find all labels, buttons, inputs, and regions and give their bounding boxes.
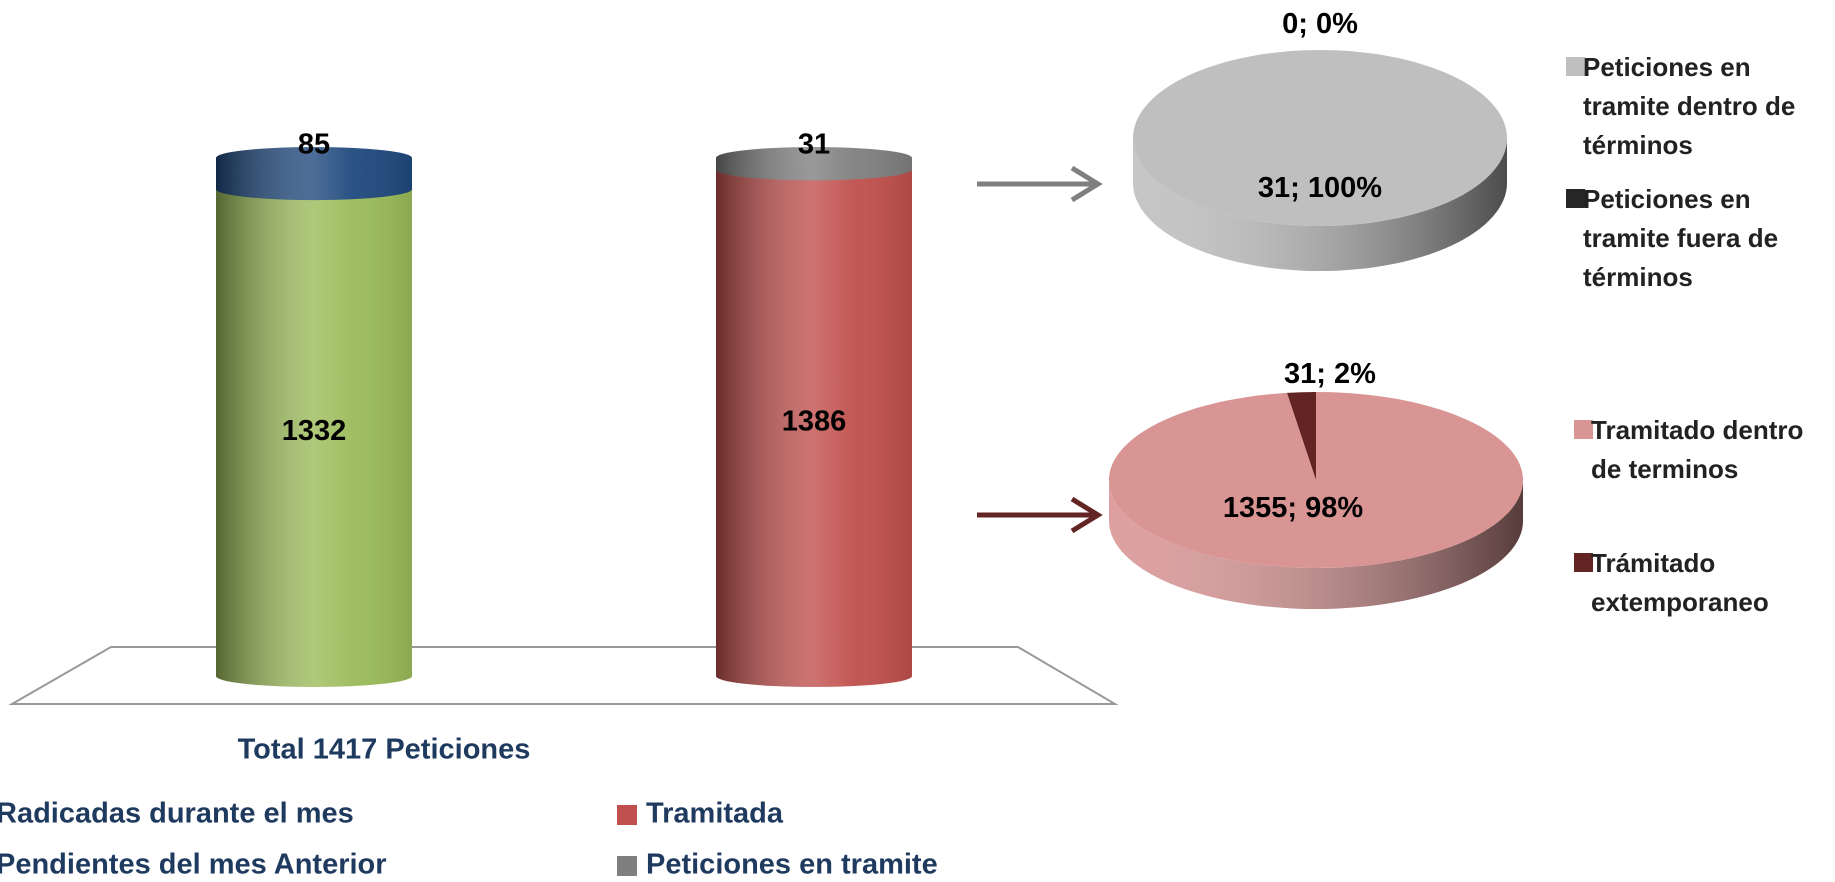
legend-label: Tramitada <box>646 798 784 830</box>
legend-label: Pendientes del mes Anterior <box>0 849 387 881</box>
legend-swatch <box>1574 420 1593 439</box>
data-label: 31; 100% <box>1257 172 1383 204</box>
pie-slice <box>1287 392 1316 480</box>
data-label: 31; 2% <box>1284 358 1376 390</box>
legend-label: Peticiones en tramite <box>646 849 938 881</box>
pie-side-shade <box>1109 480 1523 609</box>
legend-swatch <box>1574 553 1593 572</box>
segment-shade <box>216 189 412 201</box>
value-label: 85 <box>298 129 330 161</box>
legend-swatch <box>617 856 637 876</box>
pie-side-shade <box>1133 138 1507 271</box>
segment-shade <box>716 169 912 676</box>
legend-swatch <box>1566 189 1585 208</box>
arrow <box>977 165 1103 203</box>
segment-shade <box>216 676 412 687</box>
legend-swatch <box>617 805 637 825</box>
legend-label: Peticiones en tramite fuera de términos <box>1583 184 1779 292</box>
value-label: 1332 <box>282 415 347 447</box>
column-segment <box>216 189 412 687</box>
column-segment <box>716 169 912 687</box>
floor <box>8 646 1119 705</box>
segment-shade <box>216 189 412 676</box>
legend-label: Radicadas durante el mes <box>0 798 354 830</box>
column-top-shade <box>216 147 412 169</box>
legend-label: Peticiones en tramite dentro de términos <box>1583 52 1796 160</box>
pie-slice <box>1133 50 1507 226</box>
data-label: 0; 0% <box>1282 8 1358 40</box>
arrow <box>977 496 1103 534</box>
category-label: Total 1417 Peticiones <box>238 734 531 766</box>
pie-slice <box>1109 392 1524 568</box>
data-label: 1355; 98% <box>1222 492 1364 524</box>
value-label: 1386 <box>782 405 847 437</box>
value-label: 31 <box>798 129 830 161</box>
column-top-shade <box>716 147 912 169</box>
segment-shade <box>716 676 912 687</box>
legend-swatch <box>1566 57 1585 76</box>
legend-label: Trámitado extemporaneo <box>1591 548 1769 617</box>
segment-shade <box>716 169 912 181</box>
legend-label: Tramitado dentro de terminos <box>1591 415 1804 484</box>
